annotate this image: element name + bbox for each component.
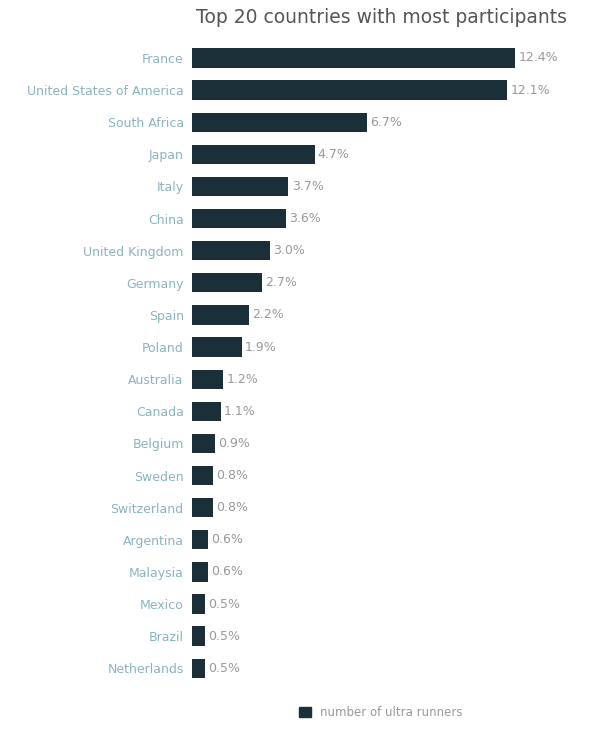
- Text: 1.1%: 1.1%: [224, 405, 256, 418]
- Text: 3.7%: 3.7%: [292, 180, 323, 193]
- Text: 3.6%: 3.6%: [289, 212, 321, 225]
- Text: 0.5%: 0.5%: [208, 662, 240, 675]
- Title: Top 20 countries with most participants: Top 20 countries with most participants: [196, 8, 566, 27]
- Bar: [192, 337, 242, 356]
- Text: 0.6%: 0.6%: [211, 565, 242, 579]
- Bar: [192, 433, 215, 453]
- Bar: [192, 241, 270, 260]
- Bar: [192, 48, 515, 67]
- Bar: [192, 498, 213, 517]
- Text: 12.4%: 12.4%: [518, 51, 558, 64]
- Bar: [192, 305, 250, 325]
- Text: 0.6%: 0.6%: [211, 534, 242, 546]
- Legend: number of ultra runners: number of ultra runners: [299, 706, 463, 719]
- Bar: [192, 562, 208, 582]
- Text: 1.9%: 1.9%: [245, 341, 277, 353]
- Text: 3.0%: 3.0%: [274, 245, 305, 257]
- Bar: [192, 626, 205, 645]
- Bar: [192, 402, 221, 421]
- Text: 0.8%: 0.8%: [216, 501, 248, 514]
- Text: 0.5%: 0.5%: [208, 597, 240, 611]
- Bar: [192, 466, 213, 485]
- Bar: [192, 659, 205, 678]
- Text: 1.2%: 1.2%: [226, 373, 258, 385]
- Text: 12.1%: 12.1%: [511, 84, 550, 96]
- Bar: [192, 177, 289, 196]
- Bar: [192, 370, 223, 389]
- Bar: [192, 209, 286, 228]
- Text: 2.2%: 2.2%: [253, 308, 284, 322]
- Text: 2.7%: 2.7%: [266, 276, 298, 289]
- Text: 6.7%: 6.7%: [370, 116, 401, 129]
- Bar: [192, 144, 314, 164]
- Bar: [192, 113, 367, 132]
- Bar: [192, 594, 205, 614]
- Text: 4.7%: 4.7%: [317, 147, 350, 161]
- Bar: [192, 273, 262, 293]
- Text: 0.9%: 0.9%: [218, 437, 250, 450]
- Bar: [192, 81, 508, 100]
- Text: 0.5%: 0.5%: [208, 630, 240, 642]
- Bar: [192, 530, 208, 549]
- Text: 0.8%: 0.8%: [216, 469, 248, 482]
